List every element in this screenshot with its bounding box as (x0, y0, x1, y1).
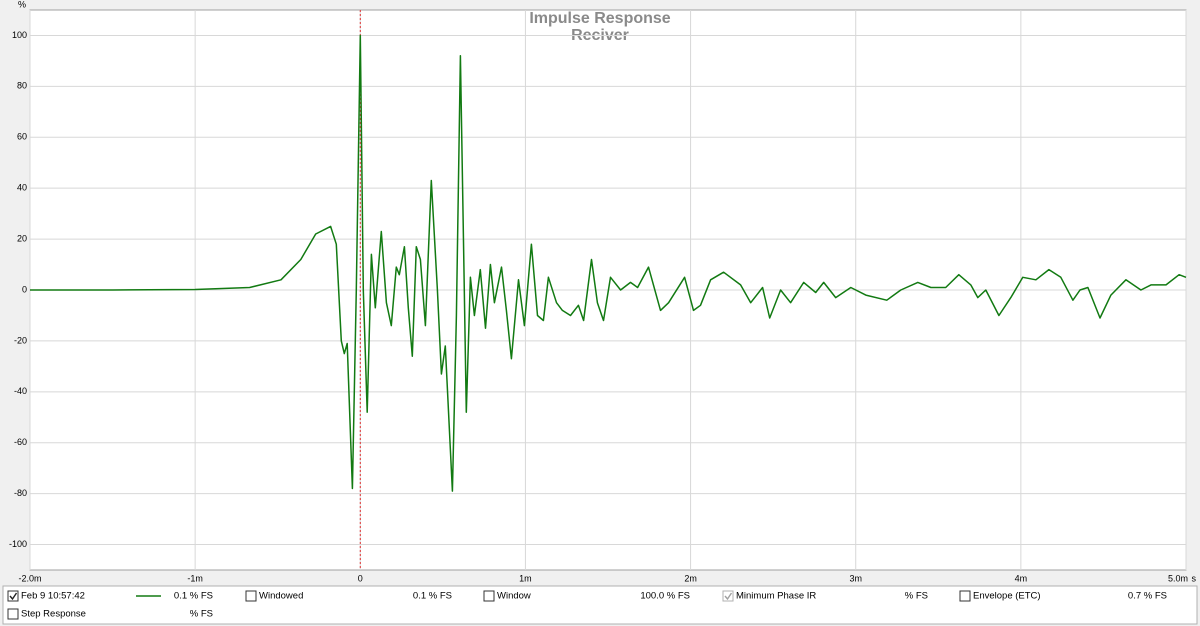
chart-title: Impulse Response (529, 10, 670, 27)
control-value: 0.1 % FS (413, 591, 452, 602)
y-tick-label: 0 (22, 284, 27, 294)
y-tick-label: 60 (17, 132, 27, 142)
x-tick-label: -2.0m (18, 573, 41, 583)
x-tick-label: 2m (684, 573, 697, 583)
legend-label[interactable]: Feb 9 10:57:42 (21, 591, 85, 602)
control-value: % FS (190, 609, 213, 620)
checkbox[interactable] (483, 590, 495, 602)
x-tick-label: -1m (187, 573, 203, 583)
control-value: 100.0 % FS (640, 591, 690, 602)
control-label[interactable]: Window (497, 591, 531, 602)
checkbox-check (9, 592, 18, 601)
y-tick-label: 80 (17, 81, 27, 91)
y-tick-label: 100 (12, 30, 27, 40)
checkbox[interactable] (7, 590, 19, 602)
y-tick-label: -100 (9, 539, 27, 549)
x-tick-label: 1m (519, 573, 532, 583)
checkbox[interactable] (245, 590, 257, 602)
y-tick-label: -20 (14, 335, 27, 345)
control-value: 0.7 % FS (1128, 591, 1167, 602)
checkbox[interactable] (7, 608, 19, 620)
x-tick-label: 3m (849, 573, 862, 583)
legend-value: 0.1 % FS (174, 591, 213, 602)
legend-panel (2, 585, 1198, 625)
x-axis-label: s (1192, 573, 1197, 583)
checkbox[interactable] (722, 590, 734, 602)
checkbox[interactable] (959, 590, 971, 602)
y-axis-label: % (18, 0, 26, 9)
control-label[interactable]: Windowed (259, 591, 303, 602)
x-tick-label: 4m (1015, 573, 1028, 583)
control-label[interactable]: Envelope (ETC) (973, 591, 1041, 602)
checkbox-check (724, 592, 733, 601)
series-line (30, 34, 1187, 492)
y-tick-label: -80 (14, 488, 27, 498)
control-label[interactable]: Minimum Phase IR (736, 591, 816, 602)
x-tick-label: 5.0m (1168, 573, 1188, 583)
control-value: % FS (905, 591, 928, 602)
y-tick-label: 40 (17, 183, 27, 193)
y-tick-label: 20 (17, 233, 27, 243)
y-tick-label: -40 (14, 386, 27, 396)
control-label[interactable]: Step Response (21, 609, 86, 620)
y-tick-label: -60 (14, 437, 27, 447)
x-tick-label: 0 (358, 573, 363, 583)
